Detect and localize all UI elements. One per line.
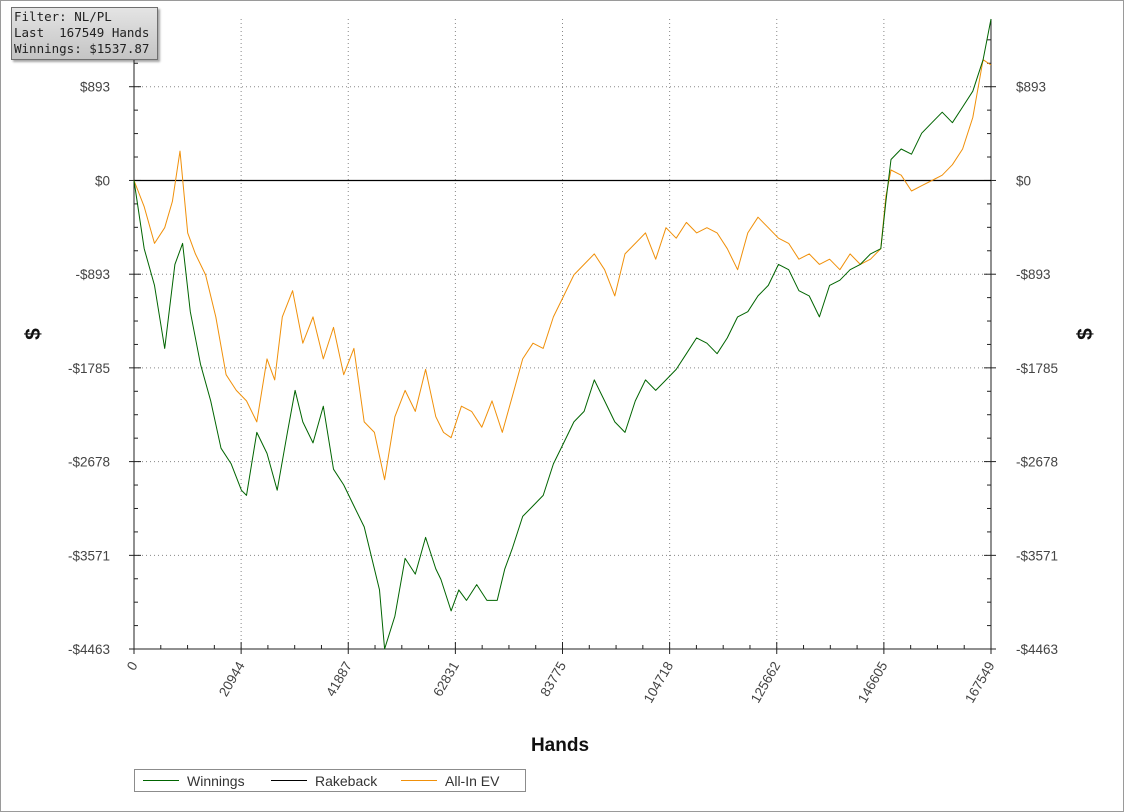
hands-count-label: Last 167549 Hands: [14, 25, 150, 40]
y-tick-label-left: $893: [80, 80, 110, 95]
y-axis-title-left: $: [22, 328, 45, 340]
y-axis-title-right: $: [1074, 328, 1097, 340]
chart-legend: Winnings Rakeback All-In EV: [134, 769, 526, 792]
x-tick-label: 0: [124, 659, 141, 673]
x-tick-label: 83775: [537, 659, 569, 699]
winnings-line: [133, 18, 992, 650]
rakeback-swatch: [271, 780, 307, 781]
x-axis-title: Hands: [530, 735, 590, 756]
x-tick-label: 125662: [748, 659, 784, 706]
x-tick-label: 20944: [216, 659, 248, 699]
filter-info-box: Filter: NL/PL Last 167549 Hands Winnings: …: [11, 7, 158, 60]
y-tick-label-right: $0: [1016, 173, 1031, 188]
allin-ev-swatch: [401, 780, 437, 781]
legend-item-winnings[interactable]: Winnings: [143, 770, 245, 791]
legend-item-allin-ev[interactable]: All-In EV: [401, 770, 499, 791]
y-tick-label-right: -$893: [1016, 267, 1051, 282]
winnings-total-label: Winnings: $1537.87: [14, 41, 150, 56]
x-tick-label: 146605: [855, 659, 891, 706]
y-tick-label-left: -$893: [75, 267, 110, 282]
y-tick-label-left: -$3571: [68, 548, 110, 563]
y-tick-label-right: -$2678: [1016, 455, 1058, 470]
y-tick-label-right: -$1785: [1016, 361, 1058, 376]
x-tick-label: 167549: [962, 659, 998, 706]
y-tick-label-left: -$1785: [68, 361, 110, 376]
y-tick-label-right: -$3571: [1016, 548, 1058, 563]
x-tick-label: 62831: [430, 659, 462, 699]
legend-label-allin-ev: All-In EV: [445, 772, 500, 789]
x-tick-label: 104718: [641, 659, 677, 706]
y-tick-label-left: -$4463: [68, 642, 110, 657]
allin-ev-line: [133, 59, 992, 481]
y-tick-label-left: -$2678: [68, 455, 110, 470]
winnings-swatch: [143, 780, 179, 781]
y-tick-label-left: $0: [95, 173, 110, 188]
filter-label: Filter: NL/PL: [14, 9, 112, 24]
legend-label-winnings: Winnings: [187, 772, 245, 789]
legend-label-rakeback: Rakeback: [315, 772, 378, 789]
x-tick-label: 41887: [323, 659, 355, 699]
y-tick-label-right: $893: [1016, 80, 1046, 95]
y-tick-label-right: -$4463: [1016, 642, 1058, 657]
legend-item-rakeback[interactable]: Rakeback: [271, 770, 377, 791]
